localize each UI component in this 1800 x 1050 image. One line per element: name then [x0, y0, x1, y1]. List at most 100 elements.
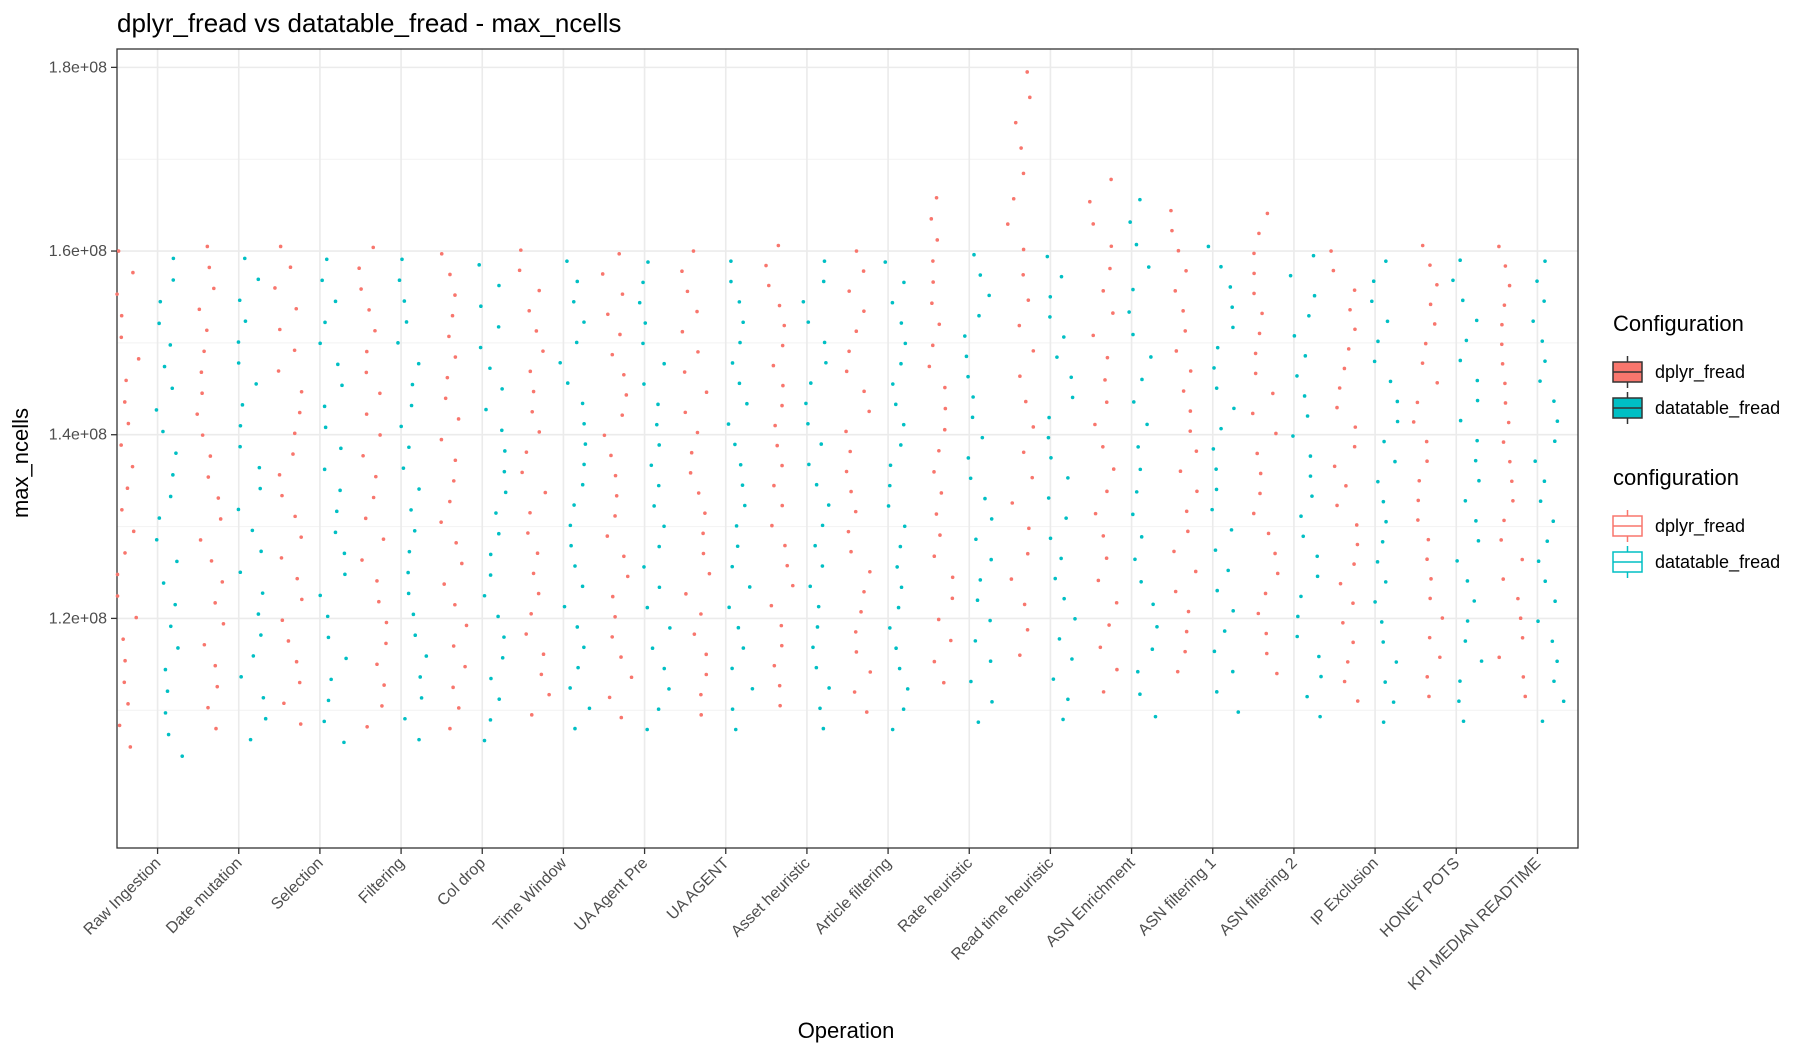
data-point	[168, 624, 173, 629]
data-point	[1510, 479, 1514, 484]
data-point	[1175, 669, 1180, 674]
data-point	[1096, 578, 1101, 583]
data-point	[1540, 719, 1545, 724]
data-point	[600, 272, 605, 276]
y-tick-label: 1.6e+08	[49, 243, 107, 260]
x-tick-label: ASN filtering 1	[1135, 855, 1219, 939]
data-point	[854, 329, 859, 334]
data-point	[1229, 528, 1234, 532]
data-point	[1305, 414, 1310, 418]
data-point	[1028, 95, 1032, 100]
data-point	[852, 690, 857, 694]
data-point	[541, 652, 546, 657]
data-point	[294, 306, 299, 311]
data-point	[496, 614, 500, 619]
point-group-1-2	[318, 257, 348, 745]
data-point	[1104, 556, 1109, 560]
data-point	[121, 637, 125, 641]
data-point	[453, 602, 457, 607]
point-group-1-5	[558, 259, 592, 731]
data-point	[1543, 359, 1547, 363]
data-point	[811, 645, 815, 650]
data-point	[322, 719, 327, 724]
data-point	[154, 408, 159, 412]
data-point	[119, 313, 124, 318]
data-point	[1107, 623, 1111, 627]
data-point	[657, 443, 661, 447]
data-point	[1101, 534, 1106, 538]
data-point	[568, 523, 573, 528]
data-point	[424, 654, 429, 658]
data-point	[200, 433, 205, 437]
data-point	[1335, 405, 1339, 410]
data-point	[1518, 616, 1523, 621]
data-point	[1315, 554, 1320, 559]
point-group-0-12	[1088, 177, 1119, 694]
data-point	[175, 559, 179, 564]
data-point	[1101, 289, 1106, 293]
data-point	[776, 243, 781, 248]
data-point	[1451, 278, 1455, 283]
data-point	[1388, 379, 1393, 384]
data-point	[482, 738, 487, 743]
data-point	[242, 256, 247, 261]
data-point	[1500, 362, 1505, 366]
data-point	[1264, 651, 1269, 656]
data-point	[1184, 509, 1189, 514]
data-point	[827, 686, 831, 690]
data-point	[950, 596, 955, 601]
data-point	[1091, 333, 1096, 338]
data-point	[642, 382, 646, 386]
data-point	[624, 393, 629, 397]
data-point	[1458, 418, 1463, 423]
data-point	[323, 320, 327, 325]
data-point	[1382, 439, 1386, 444]
data-point	[1338, 581, 1343, 586]
data-point	[602, 433, 607, 438]
data-point	[236, 507, 241, 512]
data-point	[847, 289, 851, 293]
data-point	[1091, 222, 1096, 226]
data-point	[977, 313, 981, 318]
data-point	[277, 473, 282, 477]
data-point	[1046, 435, 1051, 440]
data-point	[494, 511, 498, 515]
data-point	[216, 496, 221, 500]
data-point	[943, 385, 947, 390]
data-point	[1391, 700, 1396, 704]
data-point	[500, 387, 504, 391]
legend-key	[1612, 392, 1643, 424]
data-point	[844, 429, 848, 434]
data-point	[781, 383, 785, 388]
data-point	[1018, 653, 1022, 657]
data-point	[410, 382, 415, 387]
data-point	[894, 646, 898, 651]
data-point	[773, 423, 777, 428]
data-point	[820, 523, 825, 528]
data-point	[1288, 273, 1293, 278]
data-point	[704, 390, 709, 394]
data-point	[439, 437, 444, 442]
data-point	[562, 604, 567, 609]
data-point	[657, 544, 661, 549]
data-point	[278, 244, 283, 249]
data-point	[1332, 464, 1337, 469]
data-point	[1455, 559, 1459, 563]
data-point	[966, 374, 970, 379]
data-point	[1516, 596, 1520, 601]
x-tick-label: ASN filtering 2	[1216, 855, 1300, 939]
data-point	[903, 341, 908, 346]
data-point	[280, 493, 284, 498]
data-point	[707, 571, 712, 576]
data-point	[1104, 400, 1109, 405]
data-point	[938, 533, 942, 537]
data-point	[1420, 361, 1425, 365]
data-point	[779, 623, 784, 628]
data-point	[489, 676, 493, 681]
data-point	[897, 666, 902, 671]
point-group-1-15	[1370, 259, 1400, 724]
data-point	[1417, 479, 1422, 483]
legend-label: dplyr_fread	[1655, 516, 1745, 537]
data-point	[238, 444, 242, 449]
data-point	[334, 509, 339, 514]
